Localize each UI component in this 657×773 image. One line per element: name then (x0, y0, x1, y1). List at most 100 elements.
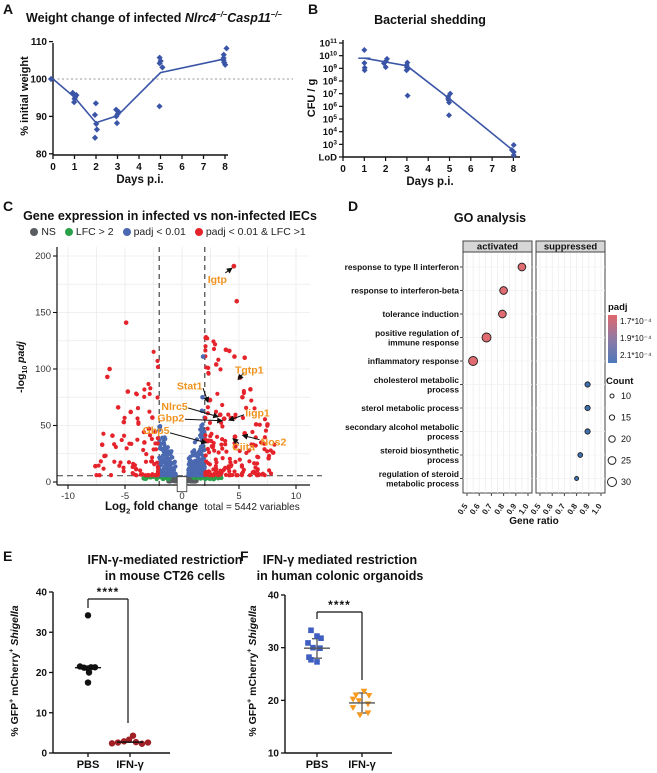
svg-text:0.8: 0.8 (565, 502, 579, 517)
svg-text:0: 0 (41, 749, 47, 760)
padj-dot-icon (122, 228, 131, 236)
f-yl-s1: + (246, 698, 254, 703)
svg-text:8: 8 (222, 162, 228, 173)
svg-text:response to interferon-beta: response to interferon-beta (351, 286, 459, 296)
panel-d-title: GO analysis (453, 211, 527, 225)
svg-text:8: 8 (511, 164, 517, 175)
svg-text:0.5: 0.5 (456, 502, 470, 517)
svg-text:tolerance induction: tolerance induction (382, 309, 459, 319)
svg-text:immune response: immune response (388, 338, 459, 348)
svg-text:steroid biosynthetic: steroid biosynthetic (380, 446, 459, 456)
svg-text:200: 200 (35, 251, 51, 262)
svg-text:10: 10 (268, 749, 280, 760)
svg-text:6: 6 (468, 164, 474, 175)
e-yl-shigella: Shigella (9, 605, 21, 649)
svg-text:inflammatory response: inflammatory response (368, 356, 460, 366)
svg-text:LoD: LoD (319, 153, 338, 164)
svg-text:Gbp2: Gbp2 (157, 413, 184, 425)
panel-b-title: Bacterial shedding (374, 13, 486, 27)
svg-text:0.7: 0.7 (480, 502, 494, 517)
panel-e-title-1: IFN-γ-mediated restriction (87, 553, 243, 567)
panel-c-xlabel: Log2 fold change total = 5442 variables (105, 501, 335, 515)
svg-text:10: 10 (621, 391, 631, 401)
svg-text:107: 107 (323, 89, 338, 101)
svg-text:1010: 1010 (319, 51, 337, 63)
svg-text:metabolic process: metabolic process (386, 479, 459, 489)
legend-item-ns: NS (30, 226, 56, 238)
svg-text:6: 6 (179, 162, 185, 173)
svg-text:108: 108 (323, 76, 338, 88)
svg-text:30: 30 (36, 628, 48, 639)
svg-text:0: 0 (50, 162, 56, 173)
svg-text:Nos2: Nos2 (261, 436, 287, 448)
lfc-dot-icon (64, 228, 73, 236)
svg-text:0.9: 0.9 (505, 502, 519, 517)
svg-text:150: 150 (35, 308, 51, 319)
panel-a-title: Weight change of infected Nlrc4–/–Casp11… (8, 10, 300, 27)
svg-text:****: **** (328, 598, 351, 612)
svg-text:-5: -5 (121, 491, 129, 502)
panel-a-title-prefix: Weight change of infected (26, 11, 185, 25)
ylabel-padj: padj (14, 341, 27, 366)
svg-text:15: 15 (621, 413, 631, 423)
svg-text:40: 40 (268, 591, 280, 602)
svg-text:Iigp1: Iigp1 (245, 408, 270, 420)
svg-text:1: 1 (72, 162, 78, 173)
svg-text:Tgtp1: Tgtp1 (235, 365, 264, 377)
svg-text:20: 20 (621, 434, 631, 444)
svg-text:2: 2 (383, 164, 389, 175)
svg-text:0: 0 (179, 491, 184, 502)
svg-text:109: 109 (323, 63, 338, 75)
svg-text:Nlrc5: Nlrc5 (161, 401, 187, 413)
panel-e-letter: E (3, 548, 13, 564)
svg-text:padj: padj (608, 302, 628, 313)
svg-text:2.1*10⁻⁴: 2.1*10⁻⁴ (620, 351, 652, 360)
svg-text:103: 103 (323, 139, 338, 151)
svg-text:7: 7 (201, 162, 207, 173)
svg-text:100: 100 (35, 364, 51, 375)
panel-c: C Gene expression in infected vs non-inf… (0, 195, 340, 547)
svg-text:90: 90 (36, 112, 48, 123)
svg-text:100: 100 (30, 75, 47, 86)
svg-text:1.0: 1.0 (517, 502, 531, 517)
panel-a: A Weight change of infected Nlrc4–/–Casp… (0, 0, 305, 195)
panel-d-plot: activated0.50.60.70.80.91.0suppressed0.5… (345, 240, 652, 527)
svg-text:104: 104 (323, 127, 338, 139)
svg-text:4: 4 (425, 164, 431, 175)
svg-text:105: 105 (323, 114, 338, 126)
panel-d-letter: D (348, 198, 359, 214)
xlabel-log: Log (105, 501, 127, 513)
e-yl-1: % GFP (9, 702, 21, 737)
panel-b-xlabel: Days p.i. (406, 176, 454, 188)
svg-text:110: 110 (31, 37, 48, 48)
total-variables-note: total = 5442 variables (204, 502, 300, 513)
legend-item-padj: padj < 0.01 (122, 226, 186, 238)
svg-text:****: **** (97, 585, 120, 599)
panel-a-letter: A (3, 1, 14, 17)
svg-text:30: 30 (621, 477, 631, 487)
legend-item-both: padj < 0.01 & LFC >1 (194, 226, 306, 238)
panel-c-plot: 0 50 100 150 200 -10 -5 0 5 10 Igtp Tgtp1 Stat1 Nlrc5… (35, 247, 322, 502)
panel-c-letter: C (3, 198, 14, 214)
panel-f-title-1: IFN-γ mediated restriction (262, 553, 418, 567)
panel-c-ylabel: -log10 padj (15, 332, 29, 402)
e-yl-s2: + (8, 648, 16, 653)
xlabel-foldchange: fold change (130, 501, 198, 513)
panel-f-ylabel: % GFP+ mCherry+ Shigella (246, 586, 260, 756)
panel-c-legend: NS LFC > 2 padj < 0.01 padj < 0.01 & LFC… (18, 226, 318, 238)
panel-a-gene2: Casp11 (227, 11, 271, 25)
svg-text:5: 5 (447, 164, 453, 175)
svg-text:20: 20 (268, 696, 280, 707)
panel-d: D GO analysis activated 0.5 0.6 0.7 0.8 0.9 1.… (340, 195, 657, 547)
legend-padj-label: padj < 0.01 (133, 226, 186, 238)
svg-text:40: 40 (36, 588, 48, 599)
svg-text:activated: activated (477, 242, 518, 253)
svg-text:80: 80 (36, 149, 48, 160)
svg-text:0: 0 (340, 164, 346, 175)
svg-text:4: 4 (136, 162, 142, 173)
svg-text:0.6: 0.6 (541, 502, 555, 517)
f-yl-1: % GFP (247, 702, 259, 737)
svg-text:3: 3 (115, 162, 121, 173)
